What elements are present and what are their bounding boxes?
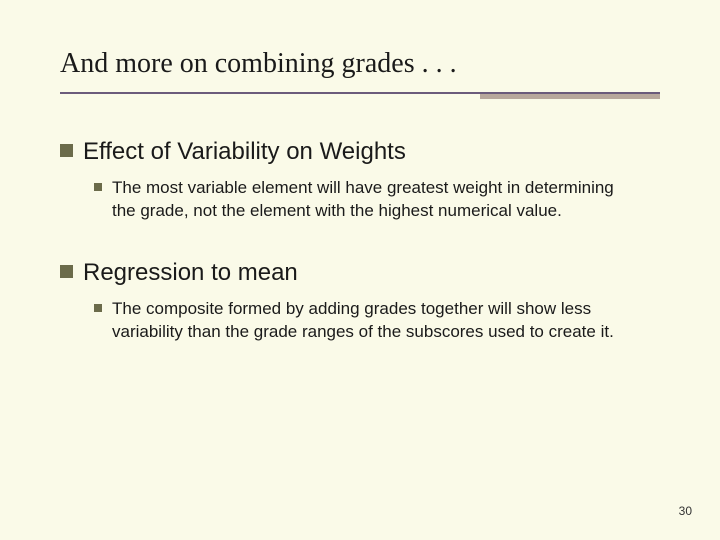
square-bullet-icon	[94, 183, 102, 191]
slide-title: And more on combining grades . . .	[60, 48, 660, 80]
square-bullet-icon	[60, 265, 73, 278]
square-bullet-icon	[60, 144, 73, 157]
title-area: And more on combining grades . . .	[0, 0, 720, 98]
page-number: 30	[679, 504, 692, 518]
list-item: Regression to mean	[60, 257, 660, 288]
level1-heading: Effect of Variability on Weights	[83, 136, 406, 167]
list-item: The most variable element will have grea…	[94, 177, 660, 223]
list-item: Effect of Variability on Weights	[60, 136, 660, 167]
level2-body: The most variable element will have grea…	[112, 177, 632, 223]
title-underline	[60, 92, 660, 98]
underline-accent	[480, 94, 660, 99]
list-item: The composite formed by adding grades to…	[94, 298, 660, 344]
level1-heading: Regression to mean	[83, 257, 298, 288]
content-area: Effect of Variability on Weights The mos…	[0, 136, 720, 344]
square-bullet-icon	[94, 304, 102, 312]
level2-body: The composite formed by adding grades to…	[112, 298, 632, 344]
